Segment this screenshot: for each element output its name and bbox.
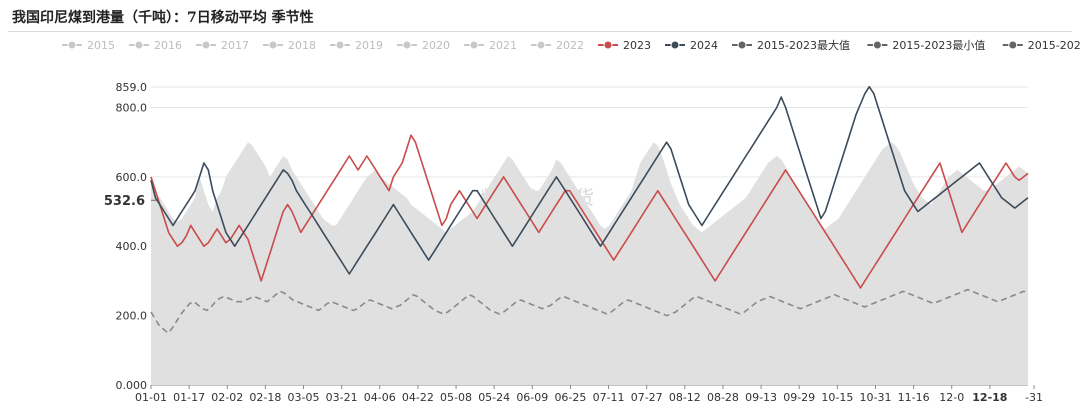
legend-label: 2015-2023最小值 [892,39,985,52]
x-tick-label: 09-29 [783,391,815,404]
legend-item-2016[interactable]: 2016 [129,39,182,52]
legend-swatch-dot [134,40,144,50]
x-axis: 01-01 01-17 02-02 02-18 03-05 03-21 04-06 04-22… [135,385,1043,404]
series-layer [150,85,1029,385]
x-tick-label: 05-08 [440,391,472,404]
x-tick-label: 02-18 [249,391,281,404]
legend-swatch-dot [402,40,412,50]
x-tick-label: 07-11 [593,391,625,404]
legend-swatch-dot [67,40,77,50]
x-tick-label: 03-05 [288,391,320,404]
legend-item-2015-2023最小值[interactable]: 2015-2023最小值 [867,39,985,52]
y-tick-label: 600.0 [116,171,148,184]
title-divider [8,31,1072,32]
legend-label: 2018 [288,39,316,52]
x-tick-label: 06-09 [516,391,548,404]
series-2023 [150,134,1029,289]
x-tick-label: 10-31 [859,391,891,404]
x-tick-label: 10-15 [821,391,853,404]
x-tick-label: 02-02 [211,391,243,404]
legend-label: 2022 [556,39,584,52]
x-tick-label: 04-22 [402,391,434,404]
legend-label: 2021 [489,39,517,52]
x-tick-label: 12-18 [972,391,1007,404]
legend-item-2019[interactable]: 2019 [330,39,383,52]
legend-item-2015-2023最大值[interactable]: 2015-2023最大值 [732,38,850,52]
legend-item-2015[interactable]: 2015 [62,39,115,52]
y-tick-label: 200.0 [116,310,148,323]
x-tick-label: 06-25 [554,391,586,404]
legend-item-2015-2023均值[interactable]: 2015-2023均值 [1002,39,1080,52]
legend-swatch-dot [603,40,613,50]
legend-swatch-dot [536,40,546,50]
legend-swatch-dot [1008,40,1018,50]
axis-pointer: 532.6 [104,194,157,209]
legend-label: 2016 [154,39,182,52]
y-tick-label: 800.0 [116,101,148,114]
x-tick-label: 04-06 [364,391,396,404]
legend-item-2022[interactable]: 2022 [531,39,584,52]
legend-label: 2015 [87,39,115,52]
legend-item-2017[interactable]: 2017 [196,39,249,52]
legend-item-2021[interactable]: 2021 [464,39,517,52]
y-pointer-label: 532.6 [104,194,145,209]
chart-title: 我国印尼煤到港量（千吨）：7日移动平均 季节性 [12,10,314,26]
legend-swatch-dot [268,40,278,50]
legend-item-2024[interactable]: 2024 [665,39,718,52]
y-tick-label: 0.000 [116,379,148,392]
legend-label: 2020 [422,39,450,52]
x-tick-label: -31 [1025,391,1043,404]
x-tick-label: 01-17 [173,391,205,404]
series-2024 [150,85,1029,275]
legend-item-2023[interactable]: 2023 [598,39,651,52]
x-tick-label: 08-28 [707,391,739,404]
legend-item-2020[interactable]: 2020 [397,39,450,52]
legend-item-2018[interactable]: 2018 [263,39,316,52]
legend-label: 2023 [623,39,651,52]
x-tick-label: 11-16 [898,391,930,404]
y-tick-label: 859.0 [116,81,148,94]
x-tick-label: 07-27 [631,391,663,404]
legend-swatch-dot [872,40,882,50]
y-tick-label: 400.0 [116,240,148,253]
legend-swatch-dot [469,40,479,50]
x-tick-label: 12-0 [939,391,964,404]
y-axis: 0.000 200.0 400.0 600.0 800.0 859.0 [116,81,148,392]
legend-label: 2019 [355,39,383,52]
x-tick-label: 09-13 [745,391,777,404]
series-2015-2023最大值 [151,142,1028,385]
series-2015-2023均值 [150,288,1029,334]
x-tick-label: 03-21 [326,391,358,404]
legend-label: 2015-2023最大值 [757,38,850,52]
legend-label: 2017 [221,39,249,52]
legend-label: 2015-2023均值 [1028,39,1080,52]
legend-swatch-dot [737,40,747,50]
legend-label: 2024 [690,39,718,52]
legend-swatch-dot [201,40,211,50]
x-tick-label: 01-01 [135,391,167,404]
legend-swatch-dot [670,40,680,50]
x-tick-label: 08-12 [669,391,701,404]
legend-swatch-dot [335,40,345,50]
x-tick-label: 05-24 [478,391,510,404]
legend: 2015 2016 2017 2018 2019 2020 2021 2022 2023 2024… [62,38,1080,52]
